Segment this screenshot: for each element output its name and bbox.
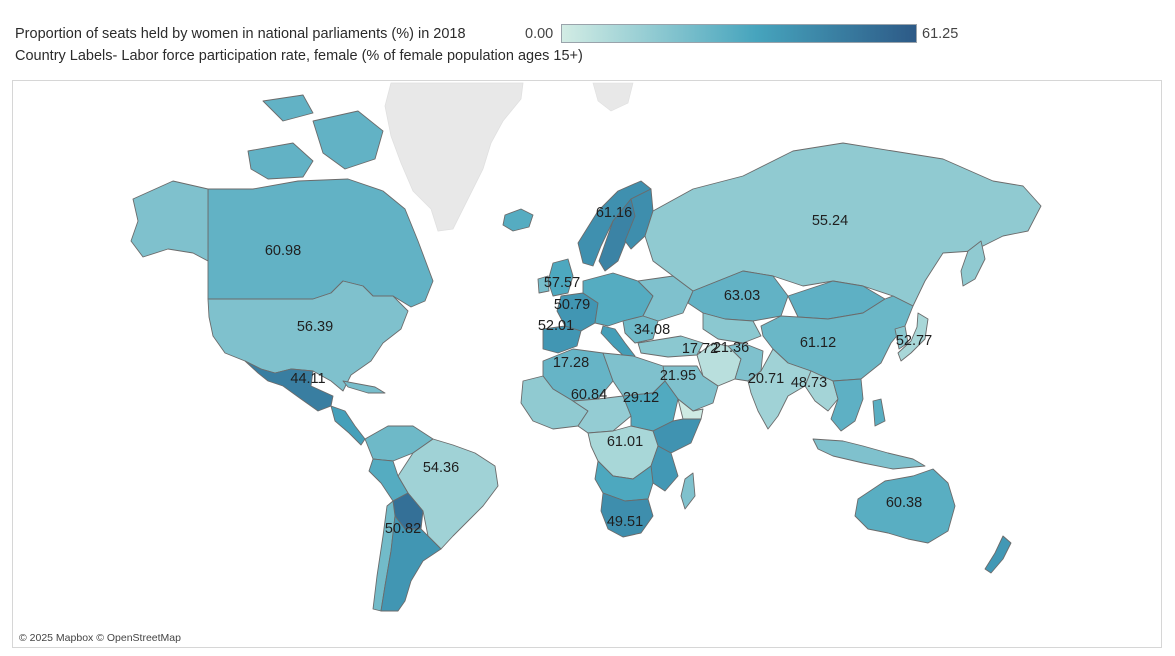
map-region-madagascar[interactable] [680,472,696,510]
map-region-china[interactable] [760,295,914,382]
map-region-yemen[interactable] [677,398,704,420]
map-region-balkans[interactable] [622,315,659,344]
legend-title: Proportion of seats held by women in nat… [15,26,466,42]
country-label-pakistan: 21.36 [713,340,749,356]
country-label-australia: 60.38 [886,495,922,511]
country-label-sudan: 29.12 [623,390,659,406]
map-region-finland[interactable] [624,188,654,250]
country-label-india: 20.71 [748,371,784,387]
map-region-ireland[interactable] [537,275,550,294]
legend-color-ramp [561,24,917,43]
country-label-sweden: 61.16 [596,205,632,221]
map-region-central-america[interactable] [330,405,366,446]
country-labels-caption: Country Labels- Labor force participatio… [15,48,583,64]
country-label-brazil: 54.36 [423,460,459,476]
country-label-congo-dr: 61.01 [607,434,643,450]
country-label-canada: 60.98 [265,243,301,259]
map-region-southeast-asia[interactable] [830,378,864,432]
country-label-turkey: 34.08 [634,322,670,338]
country-label-myanmar: 48.73 [791,375,827,391]
country-label-france: 50.79 [554,297,590,313]
map-region-caribbean[interactable] [342,380,386,394]
country-label-algeria: 17.28 [553,355,589,371]
country-value-labels: 60.98 56.39 44.11 54.36 50.82 61.16 57.57 50.79… [265,205,932,537]
legend-min-value: 0.00 [525,26,554,42]
map-region-korea[interactable] [894,325,909,350]
map-region-south-africa[interactable] [600,492,654,538]
map-region-india[interactable] [747,348,812,430]
legend-max-value: 61.25 [922,26,959,42]
map-region-argentina[interactable] [380,515,442,612]
country-label-south-africa: 49.51 [607,514,643,530]
map-attribution: © 2025 Mapbox © OpenStreetMap [19,632,181,644]
country-label-iran: 17.72 [682,341,718,357]
map-region-kamchatka[interactable] [960,240,986,287]
map-region-philippines[interactable] [872,398,886,427]
country-label-united-states: 56.39 [297,319,333,335]
choropleth-map[interactable]: 60.98 56.39 44.11 54.36 50.82 61.16 57.57 50.79… [12,80,1162,648]
map-region-greenland[interactable] [384,82,524,232]
map-canvas[interactable]: 60.98 56.39 44.11 54.36 50.82 61.16 57.57 50.79… [13,81,1162,648]
map-region-canada[interactable] [207,178,434,308]
map-region-united-states[interactable] [207,280,409,392]
map-region-mexico[interactable] [244,360,334,412]
map-region-spain[interactable] [542,325,582,354]
map-region-angola-zambia[interactable] [594,460,654,502]
map-region-central-asia[interactable] [702,312,762,344]
country-label-mexico: 44.11 [290,371,325,387]
country-label-chad: 60.84 [571,387,607,403]
map-region-iceland[interactable] [502,208,534,232]
map-region-new-zealand[interactable] [984,535,1012,574]
country-label-saudi-arabia: 21.95 [660,368,696,384]
country-label-russia: 55.24 [812,213,848,229]
country-label-kazakhstan: 63.03 [724,288,760,304]
map-region-indonesia[interactable] [812,438,926,470]
country-label-argentina: 50.82 [385,521,421,537]
map-region-japan[interactable] [897,312,929,362]
country-label-spain: 52.01 [538,318,574,334]
map-region-svalbard[interactable] [592,82,634,112]
map-region-canada-arctic[interactable] [247,94,384,180]
country-label-japan: 52.77 [896,333,932,349]
country-label-united-kingdom: 57.57 [544,275,580,291]
map-region-alaska[interactable] [130,180,209,262]
country-label-china: 61.12 [800,335,836,351]
map-region-australia[interactable] [854,468,956,544]
